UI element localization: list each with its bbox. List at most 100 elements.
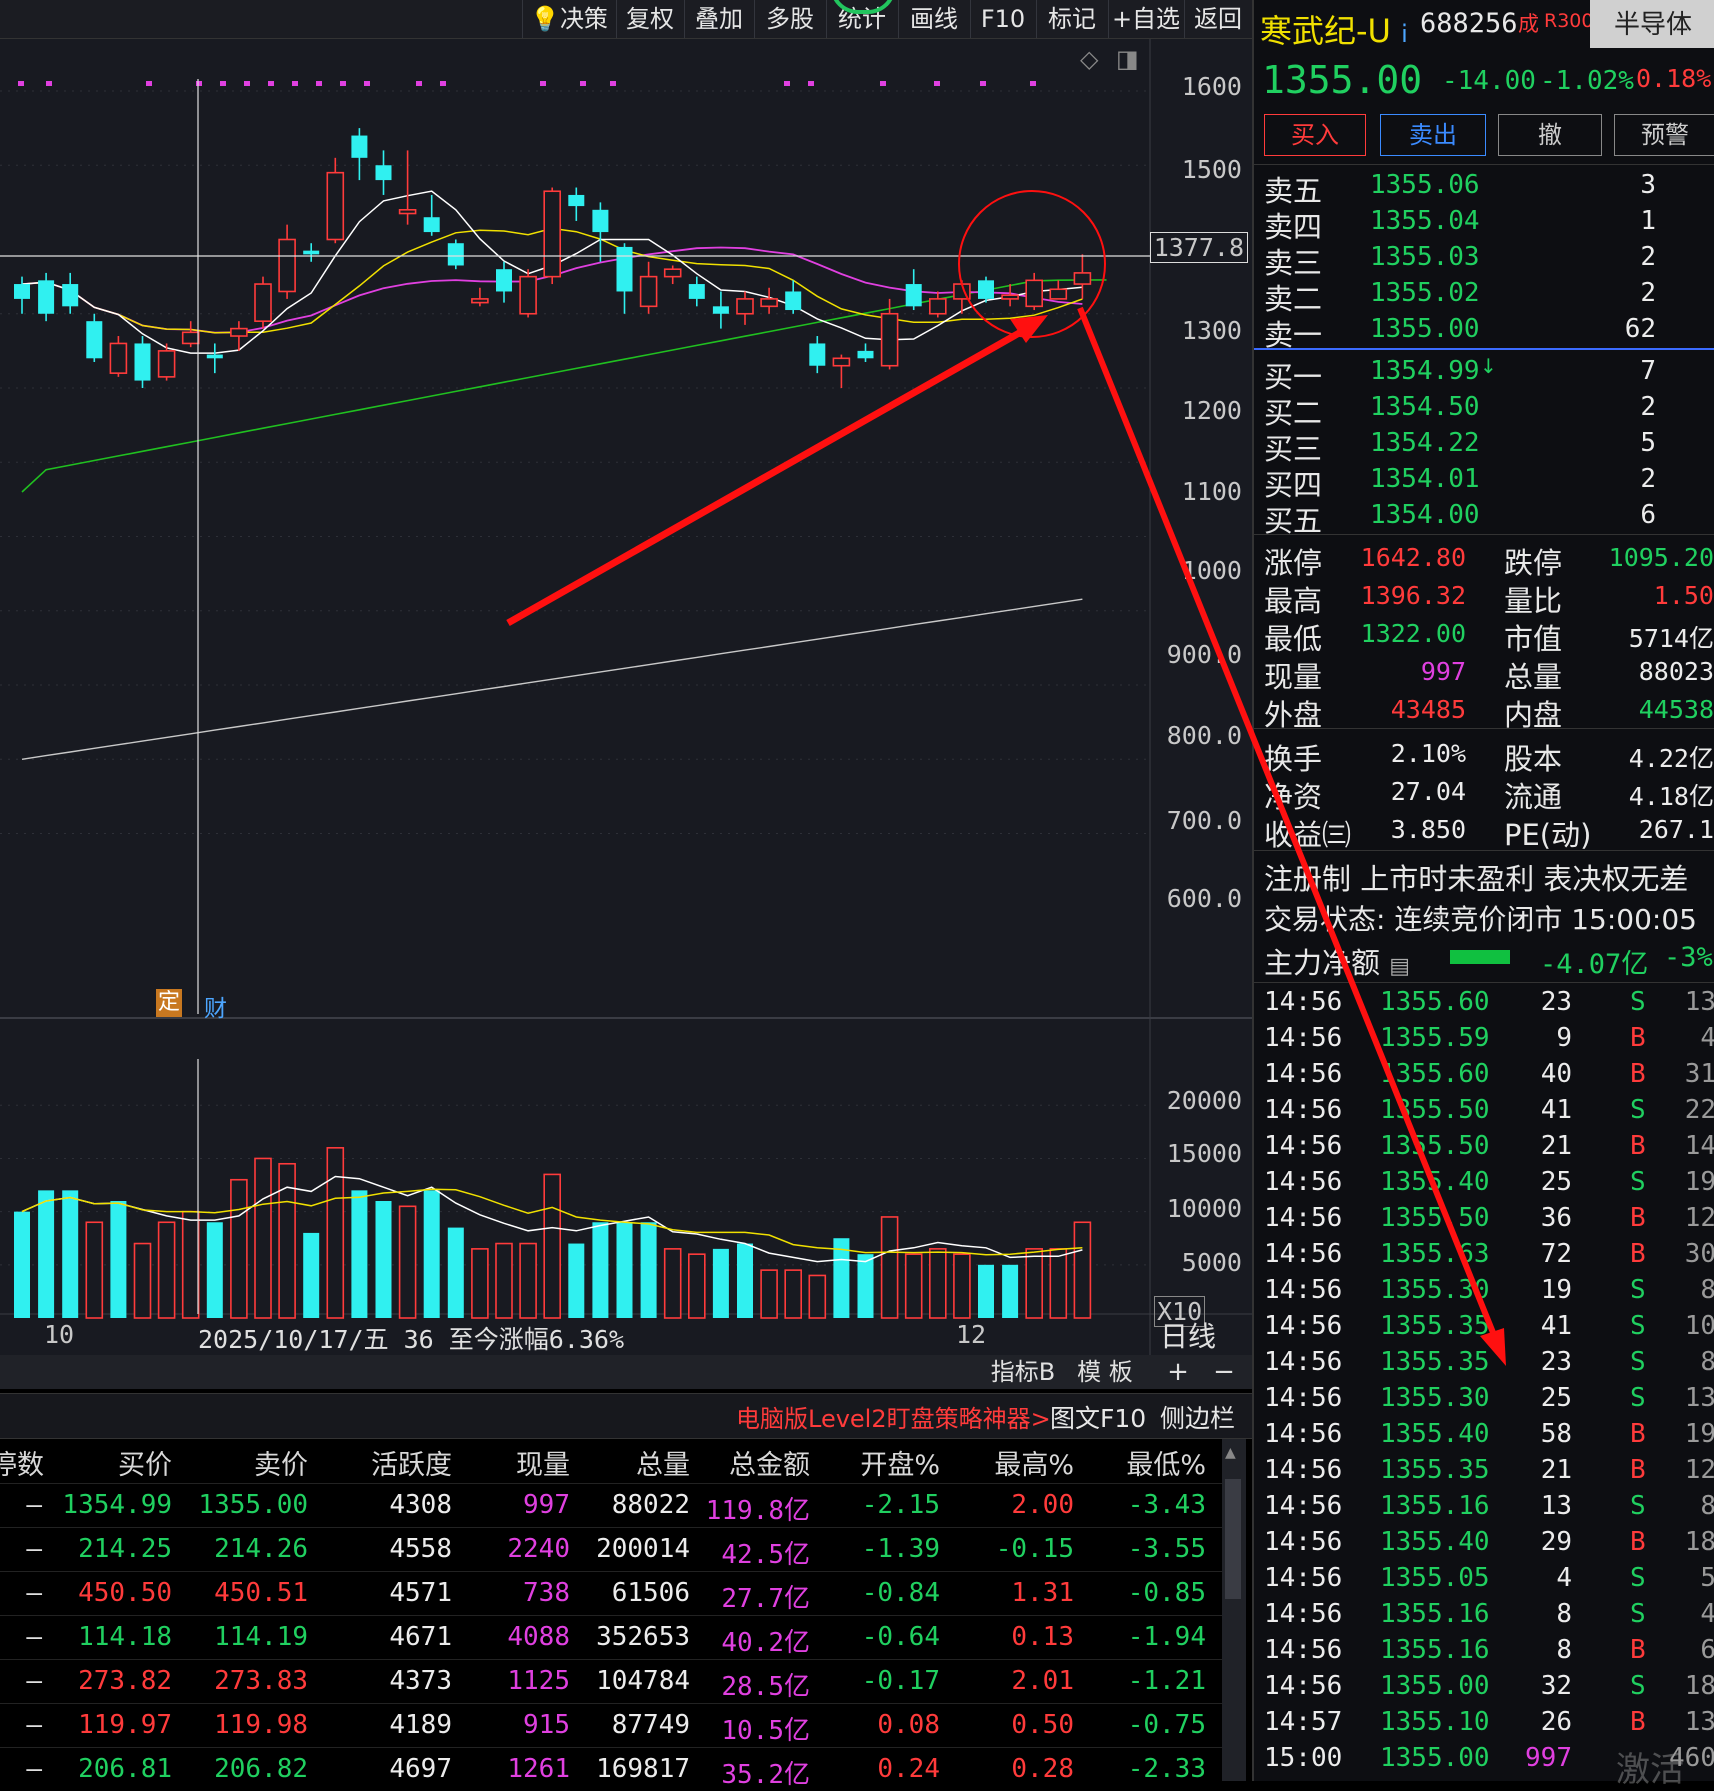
scrollbar[interactable]: ▲ [1222, 1439, 1246, 1781]
candle-body[interactable] [616, 246, 633, 292]
candle-body[interactable] [230, 327, 248, 337]
sector-badge[interactable]: 半导体 [1590, 0, 1714, 48]
toolbar-back-button[interactable]: 返回 [1184, 0, 1251, 38]
indicator-button[interactable]: 指标B [990, 1358, 1056, 1386]
info-icon[interactable]: i [1401, 20, 1408, 48]
candle-body[interactable] [519, 275, 537, 315]
orderbook-row[interactable]: 卖四 1355.04 1 [1254, 204, 1714, 244]
tick-row[interactable]: 14:56 1355.05 4 S 5 [1254, 1561, 1714, 1595]
candle-body[interactable] [978, 280, 994, 299]
candle-body[interactable] [134, 343, 151, 381]
list-icon[interactable]: ▤ [1389, 954, 1411, 979]
orderbook-row[interactable]: 买四 1354.01 2 [1254, 462, 1714, 502]
tick-row[interactable]: 14:56 1355.50 21 B 14 [1254, 1129, 1714, 1163]
candle-body[interactable] [423, 217, 440, 233]
remove-indicator-button[interactable]: − [1213, 1357, 1235, 1387]
candle-body[interactable] [326, 171, 345, 241]
candle-body[interactable] [832, 357, 851, 367]
orderbook-row[interactable]: 卖一 1355.00 62 [1254, 312, 1714, 352]
candle-body[interactable] [880, 312, 899, 367]
column-header[interactable]: 卖价 [254, 1450, 308, 1481]
tick-row[interactable]: 14:56 1355.35 41 S 10 [1254, 1309, 1714, 1343]
table-row[interactable]: — 206.81 206.82 4697 1261 169817 35.2亿 0.24 0.28… [0, 1747, 1222, 1790]
column-header[interactable]: 总金额 [729, 1450, 810, 1481]
candle-body[interactable] [86, 321, 103, 359]
ding-marker[interactable]: 定 [156, 989, 182, 1017]
candle-body[interactable] [712, 306, 729, 314]
column-header[interactable]: 开盘% [860, 1450, 940, 1481]
candle-body[interactable] [928, 298, 947, 315]
candle-body[interactable] [1025, 279, 1043, 308]
tick-row[interactable]: 14:56 1355.50 36 B 12 [1254, 1201, 1714, 1235]
candle-body[interactable] [447, 243, 464, 266]
candle-body[interactable] [568, 194, 585, 207]
tick-row[interactable]: 14:56 1355.40 29 B 18 [1254, 1525, 1714, 1559]
diamond-icon[interactable]: ◇ [1080, 45, 1099, 73]
scroll-up-icon[interactable]: ▲ [1225, 1445, 1236, 1461]
candle-body[interactable] [109, 342, 128, 374]
candle-body[interactable] [157, 350, 176, 378]
tick-row[interactable]: 14:56 1355.40 25 S 19 [1254, 1165, 1714, 1199]
kline-chart[interactable] [0, 39, 1252, 1355]
orderbook-row[interactable]: 卖五 1355.06 3 [1254, 168, 1714, 208]
candle-body[interactable] [760, 298, 778, 308]
toolbar-fuquan-button[interactable]: 复权 [616, 0, 683, 38]
candle-body[interactable] [38, 280, 55, 314]
orderbook-row[interactable]: 买二 1354.50 2 [1254, 390, 1714, 430]
toolbar-add-watchlist-button[interactable]: +自选 [1108, 0, 1183, 38]
tick-row[interactable]: 14:56 1355.30 19 S 8 [1254, 1273, 1714, 1307]
toolbar-overlay-button[interactable]: 叠加 [684, 0, 753, 38]
candle-body[interactable] [736, 298, 754, 315]
candle-body[interactable] [254, 283, 272, 322]
candle-body[interactable] [375, 165, 392, 181]
candle-body[interactable] [1073, 272, 1092, 285]
table-row[interactable]: — 114.18 114.19 4671 4088 352653 40.2亿 -0.64 0.1… [0, 1615, 1222, 1658]
candle-body[interactable] [688, 284, 705, 299]
tick-row[interactable]: 14:56 1355.60 40 B 31 [1254, 1057, 1714, 1091]
candle-body[interactable] [785, 291, 802, 311]
candle-body[interactable] [809, 343, 826, 366]
candle-body[interactable] [639, 275, 658, 308]
candle-body[interactable] [592, 209, 609, 233]
table-row[interactable]: — 214.25 214.26 4558 2240 200014 42.5亿 -1.39 -0.… [0, 1527, 1222, 1570]
orderbook-row[interactable]: 买三 1354.22 5 [1254, 426, 1714, 466]
tick-row[interactable]: 14:56 1355.16 13 S 8 [1254, 1489, 1714, 1523]
tick-row[interactable]: 15:00 1355.00 997 460 [1254, 1741, 1714, 1775]
tick-row[interactable]: 14:56 1355.16 8 B 6 [1254, 1633, 1714, 1667]
candle-body[interactable] [351, 135, 368, 158]
candle-body[interactable] [1049, 288, 1068, 300]
orderbook-row[interactable]: 买一 1354.99 ↓ 7 [1254, 354, 1714, 394]
tick-row[interactable]: 14:56 1355.50 41 S 22 [1254, 1093, 1714, 1127]
column-header[interactable]: 活跃度 [371, 1450, 452, 1481]
promo-link[interactable]: 电脑版Level2盯盘策略神器> [736, 1405, 1051, 1433]
candle-body[interactable] [181, 331, 200, 345]
column-header[interactable]: 停数 [0, 1450, 44, 1481]
candle-body[interactable] [206, 354, 223, 359]
column-header[interactable]: 总量 [636, 1450, 690, 1481]
tab-f10[interactable]: 图文F10 [1050, 1404, 1147, 1433]
orderbook-row[interactable]: 买五 1354.00 6 [1254, 498, 1714, 538]
orderbook-row[interactable]: 卖二 1355.02 2 [1254, 276, 1714, 316]
template-button[interactable]: 模 板 [1077, 1358, 1133, 1386]
tick-row[interactable]: 14:56 1355.16 8 S 4 [1254, 1597, 1714, 1631]
buy-button[interactable]: 买入 [1264, 114, 1366, 156]
candle-body[interactable] [303, 250, 320, 255]
cancel-order-button[interactable]: 撤 [1498, 114, 1602, 156]
toolbar-mark-button[interactable]: 标记 [1036, 0, 1107, 38]
candle-body[interactable] [496, 269, 512, 292]
candle-body[interactable] [1001, 294, 1019, 300]
candle-body[interactable] [471, 298, 489, 304]
candle-body[interactable] [398, 209, 417, 215]
tick-row[interactable]: 14:57 1355.10 26 B 13 [1254, 1705, 1714, 1739]
tick-row[interactable]: 14:56 1355.63 72 B 30 [1254, 1237, 1714, 1271]
scrollbar-thumb[interactable] [1225, 1479, 1241, 1599]
candle-body[interactable] [663, 268, 682, 278]
orderbook-row[interactable]: 卖三 1355.03 2 [1254, 240, 1714, 280]
panel-toggle-icon[interactable]: ◨ [1116, 45, 1139, 73]
toolbar-draw-button[interactable]: 画线 [898, 0, 969, 38]
toolbar-f10-button[interactable]: F10 [970, 0, 1035, 38]
table-row[interactable]: — 450.50 450.51 4571 738 61506 27.7亿 -0.84 1.31 -… [0, 1571, 1222, 1614]
candle-body[interactable] [14, 284, 30, 299]
add-indicator-button[interactable]: + [1167, 1357, 1189, 1387]
tick-row[interactable]: 14:56 1355.30 25 S 13 [1254, 1381, 1714, 1415]
